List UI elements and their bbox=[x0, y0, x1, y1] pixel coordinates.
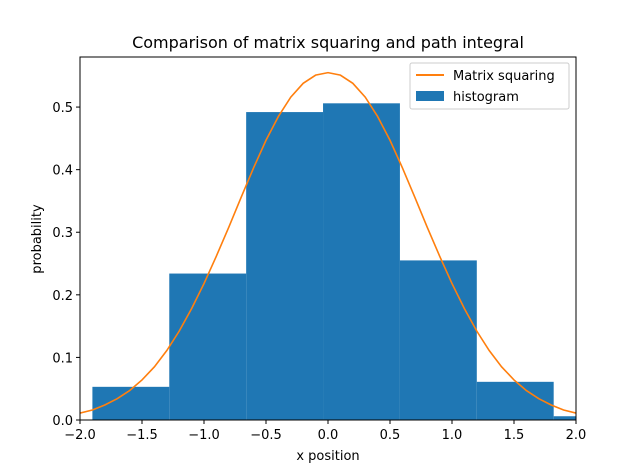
histogram-bars bbox=[92, 103, 576, 420]
y-tick-label: 0.2 bbox=[52, 289, 73, 304]
x-tick-label: 1.0 bbox=[442, 428, 463, 443]
x-tick-label: 0.0 bbox=[318, 428, 339, 443]
x-tick-label: −0.5 bbox=[250, 428, 282, 443]
x-axis-label: x position bbox=[296, 449, 359, 464]
histogram-bar bbox=[92, 386, 170, 420]
legend-label-matrix-squaring: Matrix squaring bbox=[453, 69, 555, 84]
y-tick-label: 0.0 bbox=[52, 414, 73, 429]
legend: Matrix squaring histogram bbox=[409, 62, 570, 110]
histogram-bar bbox=[476, 381, 554, 420]
chart-title: Comparison of matrix squaring and path i… bbox=[132, 33, 524, 52]
x-tick-label: −1.0 bbox=[188, 428, 220, 443]
x-tick-label: 2.0 bbox=[566, 428, 587, 443]
y-tick-label: 0.1 bbox=[52, 351, 73, 366]
histogram-bar bbox=[553, 416, 576, 420]
line-series-layer bbox=[80, 71, 576, 414]
legend-bar-swatch bbox=[416, 91, 444, 101]
histogram-bar bbox=[246, 112, 324, 420]
histogram-bar bbox=[169, 273, 247, 420]
legend-label-histogram: histogram bbox=[453, 90, 519, 105]
x-tick-label: −1.5 bbox=[126, 428, 158, 443]
line-series-matrix-squaring bbox=[80, 71, 576, 414]
y-axis-label: probability bbox=[30, 204, 45, 274]
x-tick-label: 0.5 bbox=[380, 428, 401, 443]
x-axis-ticks: −2.0 −1.5 −1.0 −0.5 0.0 0.5 1.0 1.5 2.0 bbox=[64, 420, 586, 443]
histogram-bar bbox=[323, 103, 400, 420]
x-tick-label: −2.0 bbox=[64, 428, 96, 443]
y-tick-label: 0.4 bbox=[52, 164, 73, 179]
x-tick-label: 1.5 bbox=[504, 428, 525, 443]
y-axis-ticks: 0.0 0.1 0.2 0.3 0.4 0.5 bbox=[52, 101, 80, 429]
y-tick-label: 0.3 bbox=[52, 226, 73, 241]
histogram-bar bbox=[399, 260, 477, 420]
legend-box bbox=[409, 62, 570, 110]
y-tick-label: 0.5 bbox=[52, 101, 73, 116]
